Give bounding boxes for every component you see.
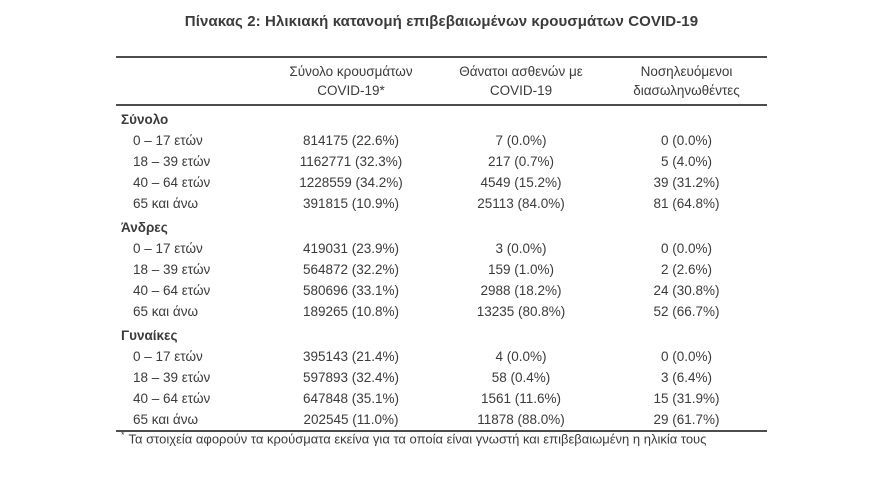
column-header-line: Σύνολο κρουσμάτων xyxy=(289,64,413,79)
intubated-cell: 3 (6.4%) xyxy=(660,370,713,385)
table-row: 40 – 64 ετών 1228559 (34.2%) 4549 (15.2%… xyxy=(116,172,767,193)
section-header-row: Άνδρες xyxy=(116,214,767,238)
intubated-cell: 0 (0.0%) xyxy=(660,133,713,148)
deaths-cell: 7 (0.0%) xyxy=(495,133,547,148)
age-label: 40 – 64 ετών xyxy=(133,175,211,190)
table-footnote: * Τα στοιχεία αφορούν τα κρούσματα εκείνα… xyxy=(116,430,772,446)
intubated-cell: 0 (0.0%) xyxy=(660,349,713,364)
age-label: 18 – 39 ετών xyxy=(133,370,211,385)
table-row: 18 – 39 ετών 597893 (32.4%) 58 (0.4%) 3 … xyxy=(116,367,767,388)
deaths-cell: 25113 (84.0%) xyxy=(477,196,565,211)
table-row: 40 – 64 ετών 647848 (35.1%) 1561 (11.6%)… xyxy=(116,388,767,409)
deaths-cell: 217 (0.7%) xyxy=(487,154,555,169)
deaths-cell: 58 (0.4%) xyxy=(491,370,551,385)
intubated-cell: 81 (64.8%) xyxy=(653,196,720,211)
deaths-cell: 1561 (11.6%) xyxy=(480,391,562,406)
intubated-cell: 2 (2.6%) xyxy=(660,262,713,277)
table-row: 40 – 64 ετών 580696 (33.1%) 2988 (18.2%)… xyxy=(116,280,767,301)
deaths-cell: 3 (0.0%) xyxy=(495,241,547,256)
deaths-cell: 159 (1.0%) xyxy=(487,262,555,277)
empty-header-cell xyxy=(116,56,266,106)
section-label: Σύνολο xyxy=(121,111,169,127)
column-header-line: διασωληνωθέντες xyxy=(633,83,740,98)
column-header-line: COVID-19 xyxy=(489,83,553,98)
covid-age-distribution-table: Σύνολο κρουσμάτων COVID-19* Θάνατοι ασθε… xyxy=(116,56,767,432)
table-row: 65 και άνω 391815 (10.9%) 25113 (84.0%) … xyxy=(116,193,767,214)
table-title: Πίνακας 2: Ηλικιακή κατανομή επιβεβαιωμέ… xyxy=(184,13,699,30)
intubated-cell: 29 (61.7%) xyxy=(606,409,767,432)
intubated-cell: 5 (4.0%) xyxy=(660,154,713,169)
age-label: 65 και άνω xyxy=(133,304,199,319)
deaths-cell: 4 (0.0%) xyxy=(495,349,547,364)
cases-cell: 814175 (22.6%) xyxy=(302,133,400,148)
deaths-cell: 11878 (88.0%) xyxy=(436,409,606,432)
table-row: 18 – 39 ετών 1162771 (32.3%) 217 (0.7%) … xyxy=(116,151,767,172)
age-label: 40 – 64 ετών xyxy=(133,391,211,406)
footnote-text: Τα στοιχεία αφορούν τα κρούσματα εκείνα … xyxy=(128,431,707,447)
cases-cell: 202545 (11.0%) xyxy=(266,409,436,432)
section-label: Άνδρες xyxy=(121,219,168,235)
column-header-total-cases: Σύνολο κρουσμάτων COVID-19* xyxy=(266,56,436,106)
cases-cell: 395143 (21.4%) xyxy=(302,349,400,364)
footnote-marker: * xyxy=(121,430,125,440)
intubated-cell: 0 (0.0%) xyxy=(660,241,713,256)
cases-cell: 419031 (23.9%) xyxy=(302,241,400,256)
column-header-line: Θάνατοι ασθενών με xyxy=(459,64,583,79)
column-header-line: Νοσηλευόμενοι xyxy=(640,64,733,79)
deaths-cell: 4549 (15.2%) xyxy=(480,175,562,190)
age-label: 18 – 39 ετών xyxy=(133,154,211,169)
intubated-cell: 24 (30.8%) xyxy=(653,283,720,298)
cases-cell: 597893 (32.4%) xyxy=(302,370,400,385)
age-label: 0 – 17 ετών xyxy=(133,349,203,364)
table-row: 0 – 17 ετών 419031 (23.9%) 3 (0.0%) 0 (0… xyxy=(116,238,767,259)
cases-cell: 564872 (32.2%) xyxy=(302,262,400,277)
table-row: 0 – 17 ετών 395143 (21.4%) 4 (0.0%) 0 (0… xyxy=(116,346,767,367)
cases-cell: 580696 (33.1%) xyxy=(302,283,400,298)
intubated-cell: 15 (31.9%) xyxy=(653,391,720,406)
intubated-cell: 39 (31.2%) xyxy=(653,175,720,190)
age-label: 0 – 17 ετών xyxy=(133,133,203,148)
table-row: 65 και άνω 202545 (11.0%) 11878 (88.0%) … xyxy=(116,409,767,432)
deaths-cell: 13235 (80.8%) xyxy=(476,304,566,319)
header-row: Σύνολο κρουσμάτων COVID-19* Θάνατοι ασθε… xyxy=(116,56,767,106)
cases-cell: 1228559 (34.2%) xyxy=(299,175,403,190)
table-row: 18 – 39 ετών 564872 (32.2%) 159 (1.0%) 2… xyxy=(116,259,767,280)
column-header-intubated: Νοσηλευόμενοι διασωληνωθέντες xyxy=(606,56,767,106)
section-header-row: Σύνολο xyxy=(116,105,767,130)
intubated-cell: 52 (66.7%) xyxy=(653,304,720,319)
age-label: 0 – 17 ετών xyxy=(133,241,203,256)
table-row: 65 και άνω 189265 (10.8%) 13235 (80.8%) … xyxy=(116,301,767,322)
section-label: Γυναίκες xyxy=(121,327,178,343)
age-label: 40 – 64 ετών xyxy=(133,283,211,298)
deaths-cell: 2988 (18.2%) xyxy=(480,283,562,298)
age-label: 65 και άνω xyxy=(116,409,266,432)
section-header-row: Γυναίκες xyxy=(116,322,767,346)
age-label: 18 – 39 ετών xyxy=(133,262,211,277)
cases-cell: 1162771 (32.3%) xyxy=(299,154,403,169)
cases-cell: 391815 (10.9%) xyxy=(302,196,400,211)
cases-cell: 647848 (35.1%) xyxy=(302,391,400,406)
age-label: 65 και άνω xyxy=(133,196,199,211)
table-row: 0 – 17 ετών 814175 (22.6%) 7 (0.0%) 0 (0… xyxy=(116,130,767,151)
column-header-deaths: Θάνατοι ασθενών με COVID-19 xyxy=(436,56,606,106)
cases-cell: 189265 (10.8%) xyxy=(302,304,400,319)
column-header-line: COVID-19* xyxy=(317,83,385,98)
